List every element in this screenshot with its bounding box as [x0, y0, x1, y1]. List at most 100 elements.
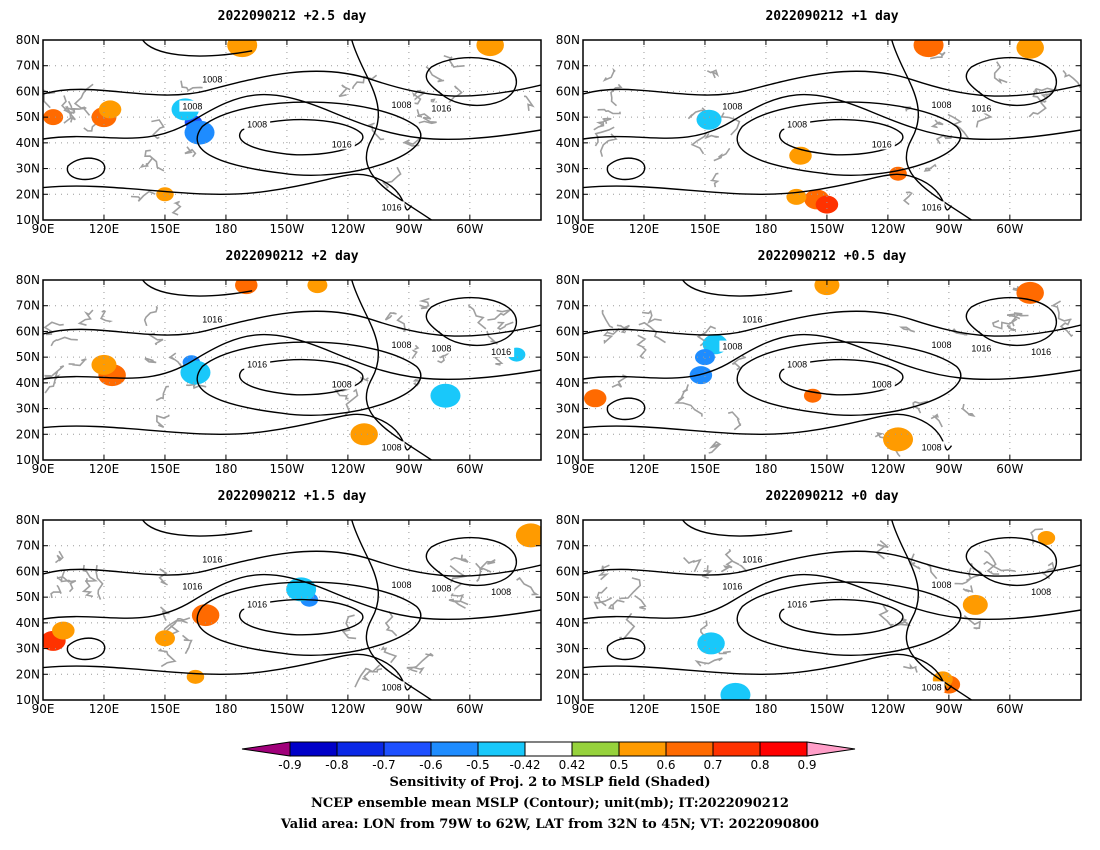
contour-label: 1016	[872, 139, 892, 149]
lon-tick-label: 150E	[690, 462, 721, 476]
contour-label: 1008	[202, 75, 222, 85]
contour-label: 1008	[932, 580, 952, 590]
colorbar-cell	[618, 741, 667, 757]
isobar-contour	[197, 342, 421, 415]
isobar-contour	[683, 520, 793, 536]
lon-tick-label: 120W	[331, 222, 366, 236]
contour-label: 1008	[787, 120, 807, 130]
contour-label: 1016	[202, 555, 222, 565]
contour-label-bg	[918, 201, 945, 213]
lat-tick-label: 10N	[556, 693, 580, 707]
lon-tick-label: 60W	[456, 222, 483, 236]
sensitivity-blob	[962, 594, 988, 615]
lon-tick-label: 120W	[871, 462, 906, 476]
lat-tick-label: 20N	[556, 667, 580, 681]
colorbar-cell	[759, 741, 808, 757]
lat-tick-label: 30N	[556, 162, 580, 176]
contour-label: 1008	[332, 379, 352, 389]
lon-tick-label: 150W	[810, 462, 845, 476]
lat-tick-label: 30N	[16, 642, 40, 656]
lat-tick-label: 60N	[16, 564, 40, 578]
isobar-contour	[143, 40, 253, 56]
contour-label: 1016	[971, 343, 991, 353]
lon-tick-label: 120E	[629, 462, 660, 476]
isobar-contour	[583, 71, 1081, 96]
contour-label-bg	[928, 578, 955, 590]
lat-tick-label: 80N	[556, 513, 580, 527]
contour-label: 1008	[722, 102, 742, 112]
isobar-contour	[583, 311, 1081, 336]
isobar-contour	[683, 280, 793, 296]
isobar-contour	[43, 71, 541, 96]
colorbar-cell	[430, 741, 479, 757]
sensitivity-blob	[191, 604, 220, 627]
contour-label: 1008	[392, 100, 412, 110]
contour-label-bg	[328, 378, 355, 390]
contour-label: 1016	[202, 315, 222, 325]
panel-title: 2022090212 +1.5 day	[218, 489, 367, 504]
contour-label-bg	[488, 586, 515, 597]
colorbar-arrow-right	[806, 741, 856, 757]
lat-tick-label: 20N	[16, 667, 40, 681]
contour-label-bg	[244, 598, 271, 610]
contour-label-bg	[179, 100, 206, 112]
colorbar-tick-label: 0.5	[609, 758, 628, 772]
contour-label-bg	[868, 138, 895, 150]
sensitivity-blob	[694, 349, 715, 366]
lat-tick-label: 60N	[16, 84, 40, 98]
colorbar-tick-label: -0.8	[325, 758, 348, 772]
isobar-contour	[197, 102, 421, 175]
lon-tick-label: 150W	[810, 702, 845, 716]
contour-label-bg	[1028, 586, 1055, 597]
lat-tick-label: 50N	[16, 110, 40, 124]
lat-tick-label: 80N	[16, 33, 40, 47]
lon-tick-label: 120W	[331, 702, 366, 716]
isobar-contour	[43, 311, 541, 336]
lat-tick-label: 40N	[16, 136, 40, 150]
contour-label: 1008	[932, 340, 952, 350]
contour-label-bg	[199, 73, 226, 85]
sensitivity-blob	[583, 389, 607, 408]
lon-tick-label: 90W	[395, 702, 422, 716]
colorbar-tick-label: -0.7	[372, 758, 395, 772]
isobar-contour	[426, 538, 516, 586]
lon-tick-label: 90E	[32, 702, 55, 716]
lat-tick-label: 50N	[556, 350, 580, 364]
isobar-contour	[143, 280, 253, 296]
isobar-contour	[352, 520, 432, 700]
map-panel-6: 2022090212 +0 day 1008 1016 1008 1016 1016 100…	[556, 489, 1082, 716]
contour-label: 1008	[722, 342, 742, 352]
panel-title: 2022090212 +0.5 day	[758, 249, 907, 264]
lon-tick-label: 150E	[150, 462, 181, 476]
lat-tick-label: 10N	[16, 693, 40, 707]
sensitivity-blob	[52, 621, 75, 640]
panel-title: 2022090212 +2 day	[225, 249, 358, 264]
isobar-contour	[197, 582, 421, 655]
lat-tick-label: 10N	[556, 453, 580, 467]
isobar-contour	[966, 538, 1056, 586]
isobar-contour	[143, 520, 253, 536]
lon-tick-label: 120E	[629, 702, 660, 716]
lon-tick-label: 150E	[690, 222, 721, 236]
sensitivity-blob	[1016, 40, 1044, 59]
isobar-contour	[352, 280, 432, 460]
contour-label: 1008	[932, 100, 952, 110]
contour-label: 1008	[787, 360, 807, 370]
lat-tick-label: 20N	[16, 187, 40, 201]
colorbar-tick-label: -0.42	[509, 758, 540, 772]
colorbar-tick-label: -0.5	[466, 758, 489, 772]
lat-tick-label: 40N	[556, 616, 580, 630]
contour-label-bg	[739, 313, 766, 325]
isobar-contour	[43, 575, 541, 620]
sensitivity-blob	[814, 280, 840, 296]
panel-title: 2022090212 +1 day	[765, 9, 898, 24]
contour-label: 1008	[431, 583, 451, 593]
isobar-contour	[607, 398, 644, 419]
panel-frame	[42, 39, 542, 221]
contour-label: 1016	[722, 582, 742, 592]
lat-tick-label: 30N	[16, 402, 40, 416]
panel-frame	[582, 519, 1082, 701]
isobar-contour	[43, 551, 541, 576]
lat-tick-label: 80N	[556, 33, 580, 47]
isobar-contour	[583, 414, 952, 450]
